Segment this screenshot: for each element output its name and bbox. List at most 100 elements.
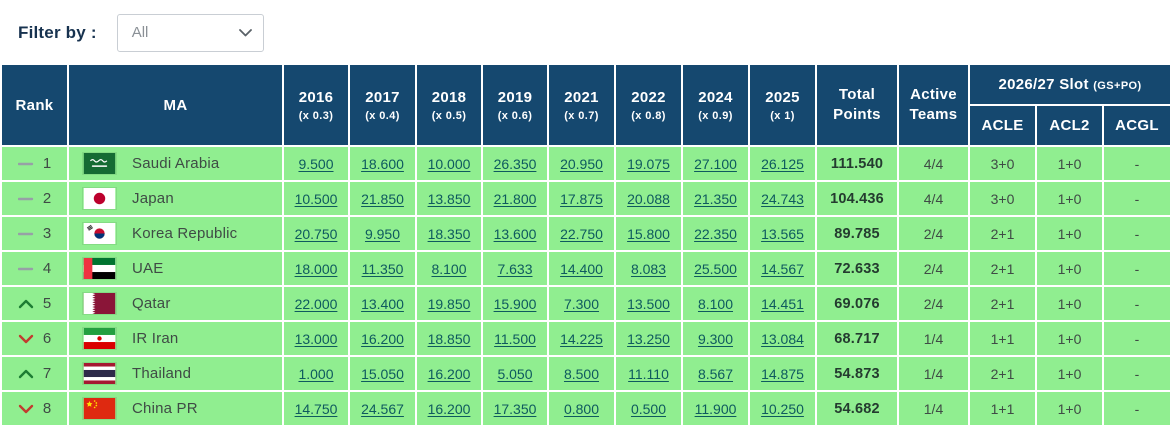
year-points-link[interactable]: 14.875 (761, 365, 804, 382)
acle-slot-cell: 2+1 (968, 285, 1037, 322)
year-points-link[interactable]: 22.350 (694, 225, 737, 242)
year-points-link[interactable]: 26.350 (493, 155, 537, 172)
year-points-link[interactable]: 13.400 (361, 295, 404, 312)
year-points-link[interactable]: 14.567 (761, 260, 804, 277)
country-name: Korea Republic (132, 225, 238, 242)
qa-flag-icon (83, 293, 116, 314)
country-name: Thailand (132, 365, 192, 382)
acgl-slot-cell: - (1101, 180, 1170, 217)
filter-select-value: All (131, 24, 149, 41)
year-points-link[interactable]: 13.084 (761, 330, 804, 347)
ranking-table: Rank MA 2016 (x 0.3) 2017 (x 0.4) 2018 (x 0… (0, 63, 1170, 427)
year-points-link[interactable]: 8.083 (630, 260, 667, 277)
country-name: UAE (132, 260, 164, 277)
year-points-link[interactable]: 17.350 (493, 400, 537, 417)
year-points-link[interactable]: 11.110 (628, 365, 669, 382)
year-points-link[interactable]: 8.500 (563, 365, 600, 382)
total-points-cell: 72.633 (815, 250, 899, 287)
year-points-link[interactable]: 22.000 (294, 295, 338, 312)
year-points-link[interactable]: 17.875 (560, 190, 603, 207)
year-points-link[interactable]: 7.300 (563, 295, 600, 312)
year-points-link[interactable]: 27.100 (694, 155, 737, 172)
year-points-link[interactable]: 13.250 (627, 330, 670, 347)
year-points-link[interactable]: 14.225 (560, 330, 603, 347)
year-points-link[interactable]: 21.800 (493, 190, 537, 207)
acl2-slot-cell: 1+0 (1035, 250, 1104, 287)
year-points-link[interactable]: 10.250 (761, 400, 804, 417)
year-points-link[interactable]: 13.500 (627, 295, 670, 312)
year-points-link[interactable]: 21.850 (361, 190, 404, 207)
year-points-link[interactable]: 8.567 (697, 365, 734, 382)
active-teams-cell: 1/4 (897, 320, 970, 357)
year-points-link[interactable]: 18.850 (427, 330, 471, 347)
year-points-link[interactable]: 25.500 (694, 260, 737, 277)
year-points-link[interactable]: 24.567 (361, 400, 404, 417)
year-points-link[interactable]: 22.750 (560, 225, 603, 242)
year-points-link[interactable]: 15.900 (493, 295, 537, 312)
year-points-cell: 14.400 (547, 250, 616, 287)
year-points-link[interactable]: 15.050 (361, 365, 404, 382)
year-points-link[interactable]: 0.800 (563, 400, 600, 417)
year-points-link[interactable]: 5.050 (497, 365, 533, 382)
year-points-link[interactable]: 16.200 (361, 330, 404, 347)
rank-cell: 4 (0, 250, 69, 287)
year-points-cell: 22.000 (282, 285, 350, 322)
acgl-slot-cell: - (1101, 215, 1170, 252)
year-points-link[interactable]: 10.500 (294, 190, 338, 207)
year-points-link[interactable]: 19.075 (627, 155, 670, 172)
year-points-link[interactable]: 14.750 (294, 400, 338, 417)
year-points-cell: 13.500 (614, 285, 683, 322)
year-points-link[interactable]: 11.900 (694, 400, 737, 417)
year-points-link[interactable]: 19.850 (427, 295, 471, 312)
year-points-link[interactable]: 11.500 (494, 330, 536, 347)
year-points-link[interactable]: 15.800 (627, 225, 670, 242)
year-points-link[interactable]: 10.000 (427, 155, 471, 172)
acl2-slot-cell: 1+0 (1035, 285, 1104, 322)
header-year-2017: 2017 (x 0.4) (348, 63, 417, 147)
year-points-link[interactable]: 1.000 (298, 365, 334, 382)
year-points-link[interactable]: 14.451 (761, 295, 804, 312)
year-points-link[interactable]: 8.100 (697, 295, 734, 312)
chevron-up-icon (18, 299, 34, 309)
total-points-cell: 68.717 (815, 320, 899, 357)
year-points-link[interactable]: 13.850 (427, 190, 471, 207)
year-points-link[interactable]: 18.000 (294, 260, 338, 277)
year-points-link[interactable]: 9.300 (697, 330, 734, 347)
header-year-2016: 2016 (x 0.3) (282, 63, 350, 147)
year-points-link[interactable]: 24.743 (761, 190, 804, 207)
year-points-link[interactable]: 21.350 (694, 190, 737, 207)
active-teams-cell: 2/4 (897, 215, 970, 252)
year-points-cell: 8.500 (547, 355, 616, 392)
acle-slot-cell: 1+1 (968, 390, 1037, 427)
year-points-link[interactable]: 16.200 (427, 400, 471, 417)
year-points-link[interactable]: 13.600 (493, 225, 537, 242)
year-points-cell: 9.300 (681, 320, 750, 357)
year-points-link[interactable]: 13.000 (294, 330, 338, 347)
year-points-link[interactable]: 8.100 (431, 260, 467, 277)
year-points-cell: 17.875 (547, 180, 616, 217)
year-points-link[interactable]: 20.088 (627, 190, 670, 207)
year-points-link[interactable]: 0.500 (630, 400, 667, 417)
year-points-link[interactable]: 16.200 (427, 365, 471, 382)
filter-select[interactable]: All (116, 13, 264, 52)
year-points-link[interactable]: 18.600 (361, 155, 404, 172)
year-points-cell: 13.850 (415, 180, 483, 217)
year-points-link[interactable]: 18.350 (427, 225, 471, 242)
year-points-cell: 13.600 (481, 215, 549, 252)
year-points-link[interactable]: 14.400 (560, 260, 603, 277)
year-points-link[interactable]: 7.633 (497, 260, 533, 277)
active-teams-cell: 4/4 (897, 145, 970, 182)
year-points-link[interactable]: 11.350 (361, 260, 404, 277)
filter-label: Filter by : (18, 22, 97, 42)
dash-icon (17, 159, 34, 169)
year-points-link[interactable]: 9.950 (364, 225, 401, 242)
rank-number: 6 (42, 330, 52, 347)
acl2-slot-cell: 1+0 (1035, 320, 1104, 357)
year-points-link[interactable]: 26.125 (761, 155, 804, 172)
year-points-link[interactable]: 20.950 (560, 155, 603, 172)
year-points-link[interactable]: 9.500 (298, 155, 334, 172)
table-row: 7 Thailand 1.000 15.050 16.200 5.050 8.500 11… (0, 355, 1170, 392)
year-points-cell: 19.850 (415, 285, 483, 322)
year-points-link[interactable]: 20.750 (294, 225, 338, 242)
year-points-link[interactable]: 13.565 (761, 225, 804, 242)
